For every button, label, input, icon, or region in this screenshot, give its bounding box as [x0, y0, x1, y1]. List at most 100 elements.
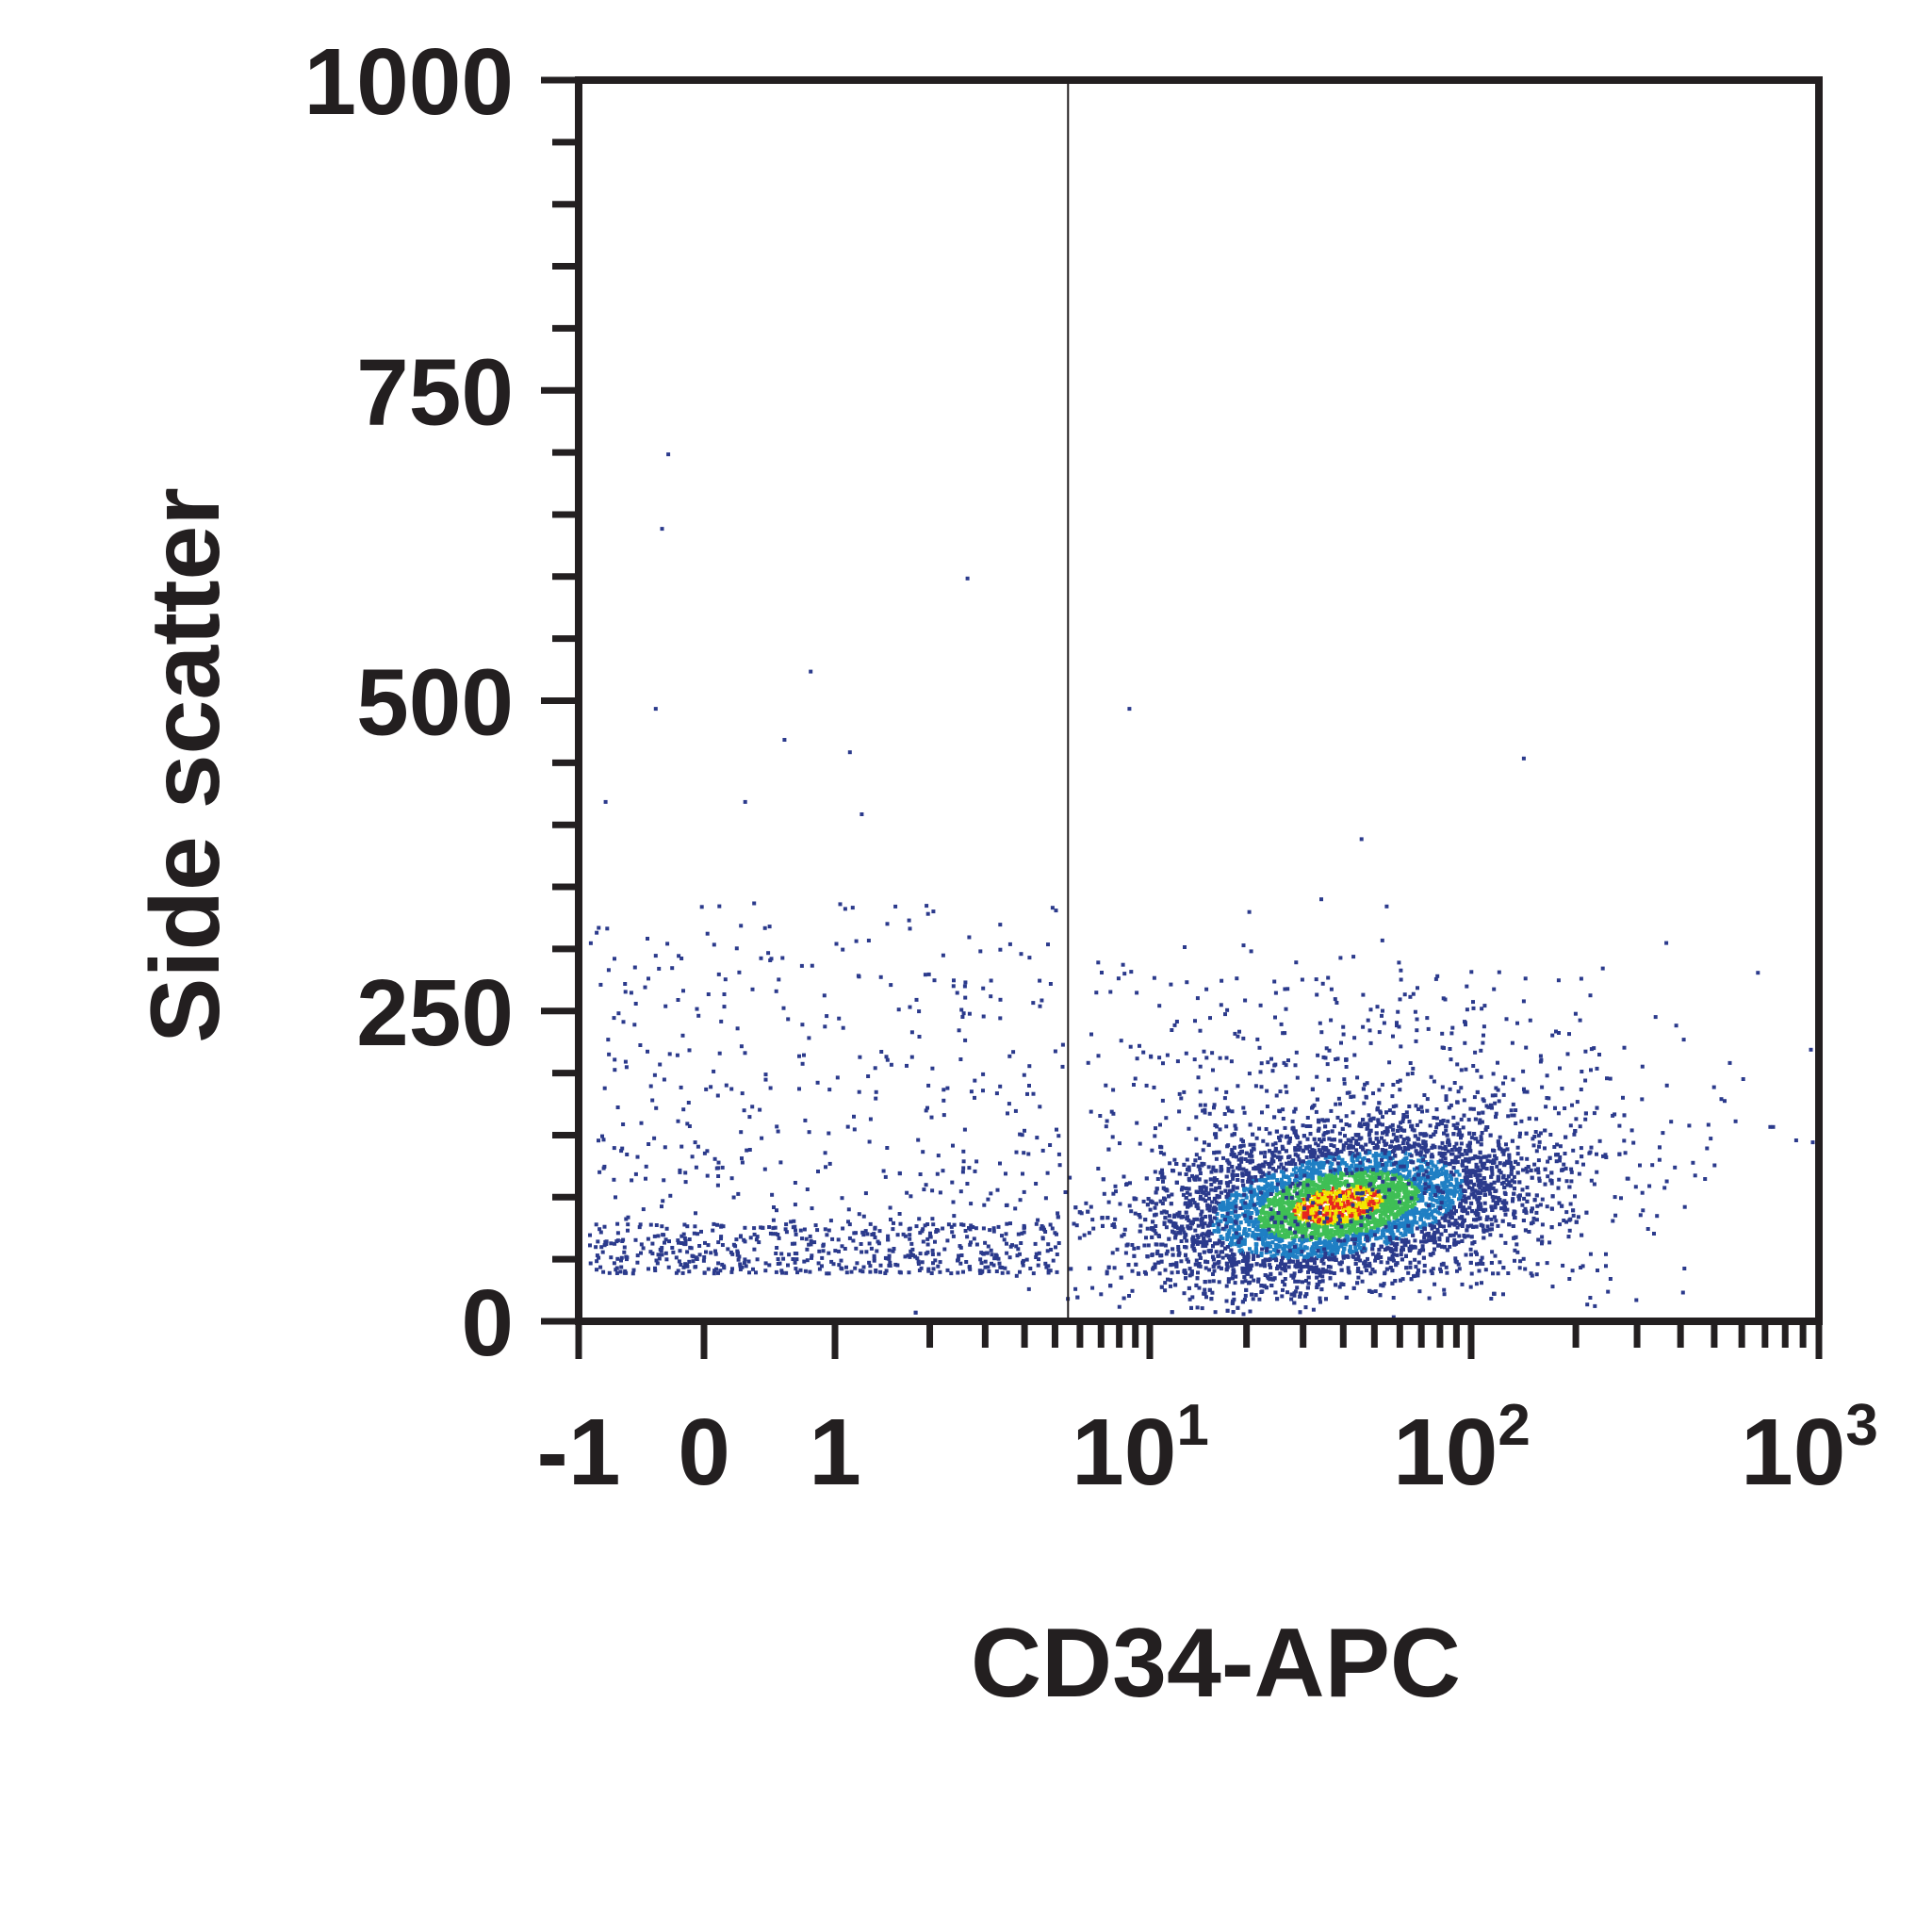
event-dot — [1252, 1278, 1256, 1283]
event-dot — [1301, 1193, 1305, 1198]
event-dot — [1304, 1124, 1309, 1128]
event-dot — [1381, 1115, 1384, 1120]
event-dot — [1240, 1300, 1245, 1304]
event-dot — [1424, 1210, 1429, 1215]
event-dot — [1270, 1208, 1275, 1213]
event-dot — [1546, 1174, 1550, 1179]
event-dot — [1265, 1274, 1269, 1279]
event-dot — [1437, 1237, 1442, 1242]
event-dot — [1318, 1250, 1323, 1253]
event-dot — [1203, 1186, 1208, 1190]
event-dot — [1327, 1245, 1332, 1250]
event-dot — [1478, 1179, 1482, 1184]
event-dot — [1321, 1213, 1326, 1218]
event-dot — [1398, 1179, 1402, 1184]
event-dot — [1241, 1143, 1246, 1148]
event-dot — [1207, 1268, 1212, 1272]
event-dot — [1192, 1248, 1197, 1253]
event-dot — [1555, 1142, 1560, 1147]
event-dot — [1491, 1198, 1496, 1203]
event-dot — [1215, 1212, 1220, 1216]
event-dot — [1285, 1250, 1289, 1254]
event-dot — [1231, 1187, 1236, 1192]
event-dot — [1090, 1285, 1095, 1290]
event-dot — [1197, 1262, 1202, 1266]
event-dot — [1286, 1256, 1291, 1261]
event-dot — [1490, 1250, 1495, 1254]
event-dot — [1177, 1171, 1182, 1176]
event-dot — [1155, 1249, 1160, 1253]
event-dot — [1316, 1143, 1320, 1148]
event-dot — [1253, 1175, 1258, 1179]
event-dot — [1284, 1149, 1288, 1154]
event-dot — [1309, 1178, 1314, 1183]
event-dot — [1509, 1184, 1514, 1188]
event-dot — [1391, 1172, 1396, 1177]
event-dot — [1381, 1122, 1384, 1127]
event-dot — [1288, 1136, 1292, 1140]
event-dot — [1356, 1275, 1361, 1280]
event-dot — [1397, 1144, 1401, 1149]
event-dot — [1236, 1166, 1239, 1171]
event-dot — [1557, 1201, 1562, 1205]
event-dot — [1243, 1279, 1248, 1284]
event-dot — [1248, 1205, 1253, 1210]
event-dot — [1405, 1164, 1409, 1169]
event-dot — [1268, 1236, 1272, 1240]
event-dot — [1454, 1177, 1459, 1182]
event-dot — [1173, 1233, 1178, 1237]
event-dot — [1340, 1126, 1345, 1131]
event-dot — [1457, 1154, 1462, 1159]
event-dot — [1440, 1140, 1445, 1145]
event-dot — [1512, 1113, 1516, 1118]
event-dot — [1242, 1258, 1247, 1263]
event-dot — [1491, 1158, 1496, 1163]
event-dot — [1448, 1245, 1452, 1249]
event-dot — [1459, 1117, 1464, 1122]
event-dot — [1387, 1150, 1392, 1154]
event-dot — [1285, 1161, 1288, 1166]
event-dot — [1396, 1129, 1400, 1133]
event-dot — [1349, 1138, 1353, 1143]
event-dot — [1236, 1305, 1240, 1310]
event-dot — [1074, 1223, 1079, 1228]
event-dot — [1470, 1171, 1475, 1174]
event-dot — [1439, 1172, 1444, 1176]
event-dot — [1380, 1189, 1384, 1194]
event-dot — [1462, 1205, 1465, 1210]
event-dot — [1257, 1178, 1262, 1183]
event-dot — [1452, 1191, 1457, 1196]
event-dot — [1402, 1202, 1407, 1206]
event-dot — [1354, 1148, 1359, 1153]
event-dot — [1348, 1231, 1352, 1236]
event-dot — [1318, 1273, 1322, 1278]
event-dot — [1263, 1160, 1268, 1165]
event-dot — [1174, 1261, 1179, 1266]
event-dot — [1257, 1187, 1261, 1191]
event-dot — [1324, 1235, 1329, 1239]
event-dot — [1455, 1189, 1459, 1194]
event-dot — [1326, 1200, 1331, 1204]
event-dot — [1451, 1233, 1456, 1237]
event-dot — [1250, 1263, 1254, 1268]
event-dot — [1258, 1224, 1263, 1228]
event-dot — [1265, 1210, 1269, 1215]
event-dot — [1214, 1156, 1219, 1161]
event-dot — [1120, 1234, 1124, 1238]
event-dot — [1240, 1280, 1245, 1285]
event-dot — [1351, 1228, 1356, 1233]
event-dot — [1468, 1173, 1473, 1178]
event-dot — [1264, 1234, 1269, 1238]
event-dot — [1360, 1183, 1365, 1187]
event-dot — [1162, 1209, 1167, 1214]
event-dot — [1368, 1193, 1373, 1198]
event-dot — [1505, 1147, 1510, 1152]
event-dot — [1282, 1174, 1285, 1179]
event-dot — [1479, 1155, 1483, 1160]
event-dot — [1442, 1196, 1447, 1201]
event-dot — [1434, 1170, 1439, 1174]
event-dot — [1268, 1263, 1272, 1268]
event-dot — [1452, 1211, 1456, 1216]
event-dot — [1353, 1174, 1358, 1179]
event-dot — [1404, 1110, 1409, 1115]
